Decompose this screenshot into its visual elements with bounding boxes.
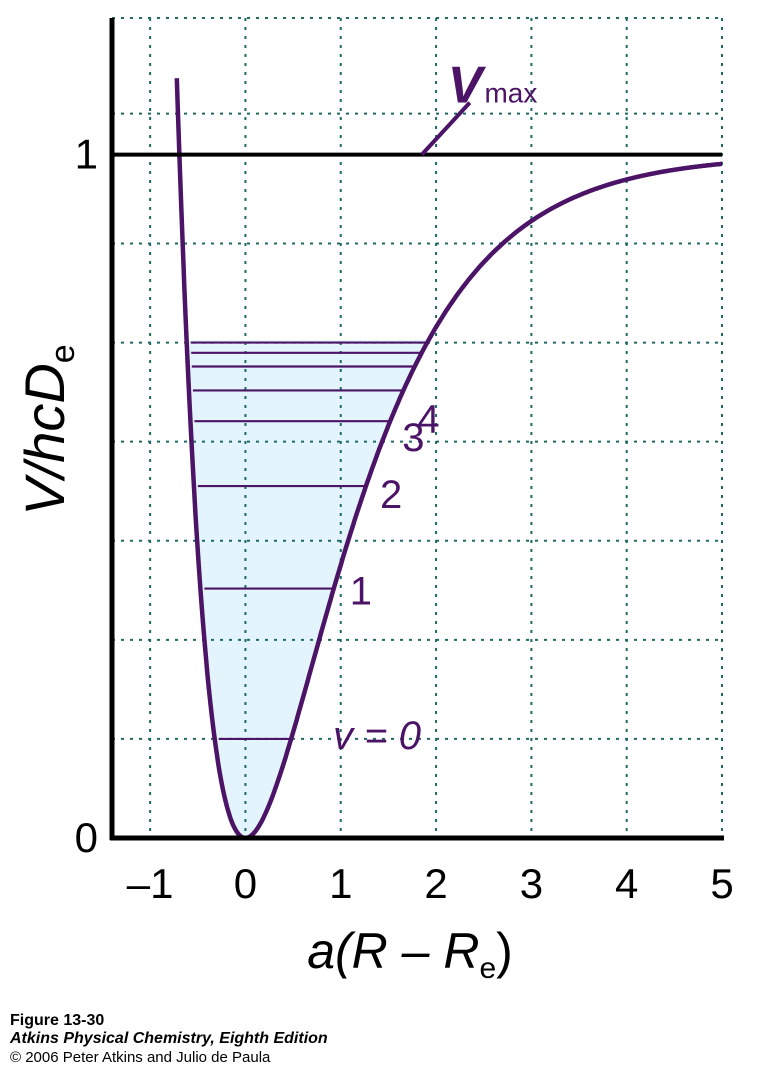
book-title: Atkins Physical Chemistry, Eighth Editio… xyxy=(10,1030,328,1047)
figure-number: Figure 13-30 xyxy=(10,1012,105,1029)
x-tick-label-1: 0 xyxy=(234,860,257,907)
x-tick-label-3: 2 xyxy=(424,860,447,907)
x-tick-label-6: 5 xyxy=(710,860,733,907)
energy-level-label-3: 3 xyxy=(402,416,424,460)
y-tick-label-0: 0 xyxy=(75,814,98,861)
x-tick-label-5: 4 xyxy=(615,860,638,907)
energy-level-label-4: 4 xyxy=(417,397,439,441)
x-axis-label: a(R – Re) xyxy=(307,923,513,985)
energy-level-label-0: v = 0 xyxy=(333,714,421,758)
copyright-notice: © 2006 Peter Atkins and Julio de Paula xyxy=(10,1049,271,1066)
morse-curve xyxy=(174,78,724,841)
vmax-pointer xyxy=(420,101,472,157)
x-tick-label-0: –1 xyxy=(127,860,174,907)
energy-level-label-2: 2 xyxy=(380,473,402,517)
energy-level-label-1: 1 xyxy=(350,570,372,614)
vmax-label: Vmax xyxy=(448,57,538,115)
y-tick-label-1: 1 xyxy=(75,131,98,178)
x-tick-label-4: 3 xyxy=(520,860,543,907)
x-tick-label-2: 1 xyxy=(329,860,352,907)
y-axis-label: V/hcDe xyxy=(13,344,82,515)
